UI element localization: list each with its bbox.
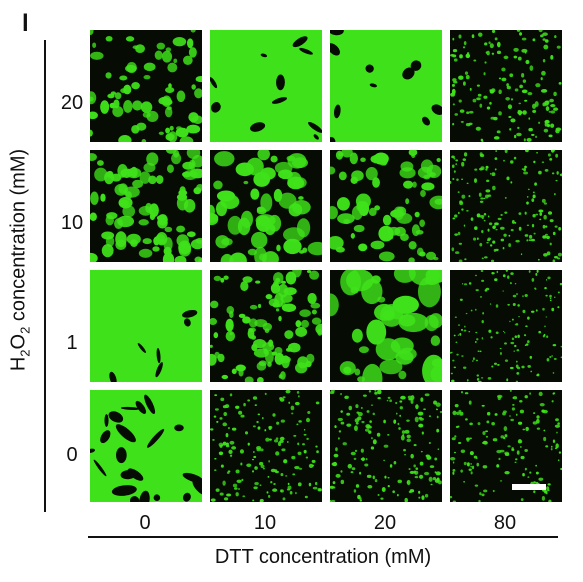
micrograph-tile (90, 30, 202, 142)
micrograph-image (450, 270, 562, 382)
micrograph-tile (450, 150, 562, 262)
micrograph-tile (210, 150, 322, 262)
micrograph-tile (450, 270, 562, 382)
micrograph-tile (210, 270, 322, 382)
col-label-dtt-10: 10 (253, 512, 277, 534)
micrograph-tile (450, 30, 562, 142)
y-axis-title-suffix: concentration (mM) (7, 148, 30, 327)
micrograph-image (450, 150, 562, 262)
y-axis-title-mid: O (7, 333, 30, 350)
micrograph-tile (90, 270, 202, 382)
micrograph-image (330, 390, 442, 502)
micrograph-tile (90, 390, 202, 502)
micrograph-image (210, 390, 322, 502)
micrograph-image (330, 30, 442, 142)
col-label-dtt-0: 0 (139, 512, 151, 534)
micrograph-image (90, 30, 202, 142)
y-axis-title-sub1: 2 (17, 349, 33, 357)
row-label-h2o2-20: 20 (60, 92, 84, 114)
x-axis-title: DTT concentration (mM) (214, 546, 432, 568)
micrograph-image (450, 390, 562, 502)
micrograph-image (330, 150, 442, 262)
col-label-dtt-20: 20 (373, 512, 397, 534)
micrograph-image (210, 270, 322, 382)
micrograph-image (330, 270, 442, 382)
col-label-dtt-80: 80 (493, 512, 517, 534)
micrograph-image (90, 270, 202, 382)
y-axis-line (44, 40, 46, 512)
y-axis-title-prefix: H (7, 356, 30, 372)
micrograph-image (90, 150, 202, 262)
y-axis-title-sub2: 2 (17, 326, 33, 334)
x-axis-line (88, 536, 558, 538)
panel-letter: l (22, 10, 29, 37)
micrograph-tile (450, 390, 562, 502)
row-label-h2o2-1: 1 (66, 332, 78, 354)
micrograph-image (210, 30, 322, 142)
scale-bar (512, 484, 546, 490)
micrograph-image (90, 390, 202, 502)
micrograph-tile (330, 150, 442, 262)
micrograph-image (450, 30, 562, 142)
micrograph-tile (330, 390, 442, 502)
row-label-h2o2-10: 10 (60, 212, 84, 234)
micrograph-tile (330, 270, 442, 382)
micrograph-image (210, 150, 322, 262)
micrograph-tile (210, 30, 322, 142)
micrograph-tile (330, 30, 442, 142)
micrograph-tile (210, 390, 322, 502)
row-label-h2o2-0: 0 (66, 444, 78, 466)
micrograph-tile (90, 150, 202, 262)
